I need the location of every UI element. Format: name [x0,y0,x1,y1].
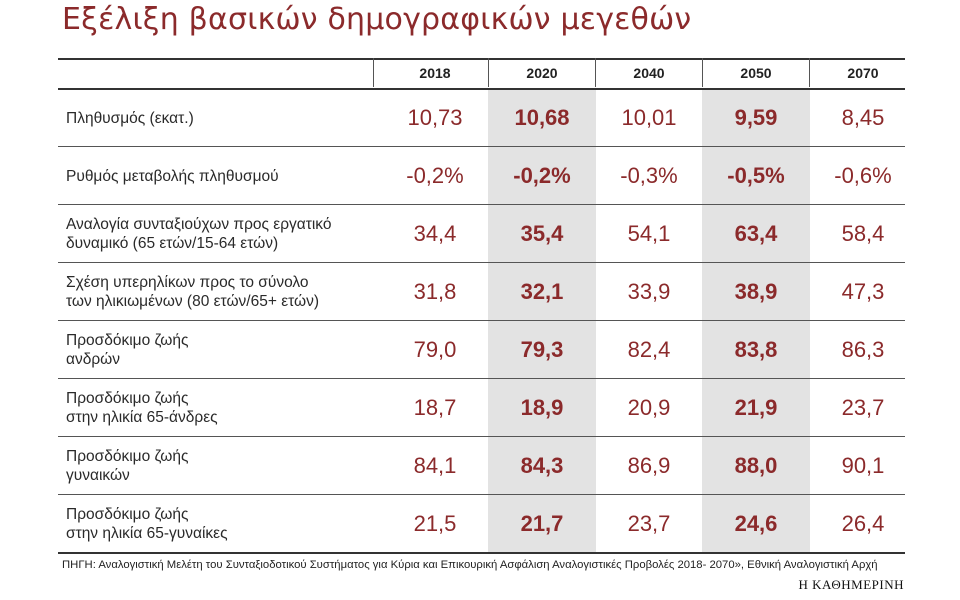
cell-value-2050: 38,9 [734,279,778,304]
row-label-line: δυναμικό (65 ετών/15-64 ετών) [66,235,279,252]
cell-value-2070: 23,7 [841,395,885,420]
table-row: Αναλογία συνταξιούχων προς εργατικό δυναμ… [58,205,905,263]
cell-value-2020: 18,9 [520,395,564,420]
row-label-line: Ρυθμός μεταβολής πληθυσμού [66,167,279,185]
row-label-line: Προσδόκιμο ζωής [66,390,189,407]
row-label: Προσδόκιμο ζωής στην ηλικία 65-άνδρες [66,379,366,437]
source-note: ΠΗΓΗ: Αναλογιστική Μελέτη του Συνταξιοδο… [62,559,878,571]
cell-value-2050: 24,6 [734,511,778,536]
cell-value-2040: 86,9 [627,453,671,478]
table-row: Σχέση υπερηλίκων προς το σύνολο των ηλικι… [58,263,905,321]
column-header-2050: 2050 [740,65,772,81]
row-separator [58,436,905,437]
row-label-line: των ηλικιωμένων (80 ετών/65+ ετών) [66,293,320,310]
cell-value-2018: -0,2% [406,163,464,188]
table-top-rule [58,58,905,60]
cell-value-2050: 63,4 [734,221,778,246]
cell-value-2040: 20,9 [627,395,671,420]
cell-value-2040: -0,3% [620,163,678,188]
cell-value-2050: -0,5% [727,163,785,188]
cell-value-2040: 82,4 [627,337,671,362]
row-separator [58,552,905,554]
row-label-line: Προσδόκιμο ζωής [66,506,189,523]
row-label-line: Πληθυσμός (εκατ.) [66,109,194,127]
highlight-column-2020 [488,89,596,554]
cell-value-2018: 34,4 [413,221,457,246]
column-header-2040: 2040 [633,65,665,81]
table-row: Προσδόκιμο ζωής στην ηλικία 65-γυναίκες 21… [58,495,905,553]
row-label: Αναλογία συνταξιούχων προς εργατικό δυναμ… [66,205,366,263]
cell-value-2020: 35,4 [520,221,564,246]
header-separator [488,58,489,87]
cell-value-2070: 58,4 [841,221,885,246]
row-label-line: γυναικών [66,467,130,484]
row-label-line: ανδρών [66,351,121,368]
cell-value-2020: 79,3 [520,337,564,362]
table-row: Πληθυσμός (εκατ.) 10,73 10,68 10,01 9,59 8,45 [58,89,905,147]
cell-value-2070: 8,45 [841,105,885,130]
table-row: Προσδόκιμο ζωής γυναικών 84,1 84,3 86,9 88,0 9… [58,437,905,495]
header-separator [595,58,596,87]
row-separator [58,146,905,147]
cell-value-2040: 33,9 [627,279,671,304]
cell-value-2070: -0,6% [834,163,892,188]
cell-value-2018: 10,73 [407,105,463,130]
row-label: Προσδόκιμο ζωής γυναικών [66,437,366,495]
highlight-column-2050 [702,89,810,554]
row-label-line: Προσδόκιμο ζωής [66,332,189,349]
row-separator [58,378,905,379]
column-header-2018: 2018 [419,65,451,81]
row-label-line: στην ηλικία 65-άνδρες [66,409,218,426]
row-label: Προσδόκιμο ζωής στην ηλικία 65-γυναίκες [66,495,366,553]
table-row: Προσδόκιμο ζωής στην ηλικία 65-άνδρες 18,7… [58,379,905,437]
cell-value-2070: 86,3 [841,337,885,362]
row-label: Ρυθμός μεταβολής πληθυσμού [66,147,366,205]
row-label: Πληθυσμός (εκατ.) [66,89,366,147]
cell-value-2050: 9,59 [734,105,778,130]
row-label: Προσδόκιμο ζωής ανδρών [66,321,366,379]
cell-value-2018: 84,1 [413,453,457,478]
cell-value-2018: 31,8 [413,279,457,304]
column-header-2070: 2070 [847,65,879,81]
cell-value-2050: 83,8 [734,337,778,362]
row-separator [58,262,905,263]
row-separator [58,204,905,205]
cell-value-2020: 84,3 [520,453,564,478]
cell-value-2018: 18,7 [413,395,457,420]
row-label-line: Αναλογία συνταξιούχων προς εργατικό [66,216,332,233]
cell-value-2018: 79,0 [413,337,457,362]
header-separator [809,58,810,87]
cell-value-2070: 26,4 [841,511,885,536]
cell-value-2050: 21,9 [734,395,778,420]
cell-value-2020: -0,2% [513,163,571,188]
table-row: Προσδόκιμο ζωής ανδρών 79,0 79,3 82,4 83,8 86,… [58,321,905,379]
cell-value-2040: 10,01 [621,105,677,130]
row-label-line: Προσδόκιμο ζωής [66,448,189,465]
header-separator [373,58,374,87]
demographics-table: 2018 2020 2040 2050 2070 Πληθυσμός (εκατ.) 10,… [58,58,905,554]
cell-value-2020: 10,68 [514,105,570,130]
cell-value-2070: 90,1 [841,453,885,478]
page-title: Εξέλιξη βασικών δημογραφικών μεγεθών [62,2,692,37]
cell-value-2018: 21,5 [413,511,457,536]
header-bottom-rule [58,88,905,90]
row-label-line: στην ηλικία 65-γυναίκες [66,525,228,542]
table-row: Ρυθμός μεταβολής πληθυσμού -0,2% -0,2% -0,3… [58,147,905,205]
row-separator [58,320,905,321]
cell-value-2020: 32,1 [520,279,564,304]
cell-value-2050: 88,0 [734,453,778,478]
cell-value-2040: 54,1 [627,221,671,246]
column-header-2020: 2020 [526,65,558,81]
row-label: Σχέση υπερηλίκων προς το σύνολο των ηλικι… [66,263,366,321]
row-separator [58,494,905,495]
row-label-line: Σχέση υπερηλίκων προς το σύνολο [66,274,309,291]
brand-logo: Η ΚΑΘΗΜΕΡΙΝΗ [798,577,904,592]
header-separator [702,58,703,87]
cell-value-2040: 23,7 [627,511,671,536]
cell-value-2070: 47,3 [841,279,885,304]
cell-value-2020: 21,7 [520,511,564,536]
